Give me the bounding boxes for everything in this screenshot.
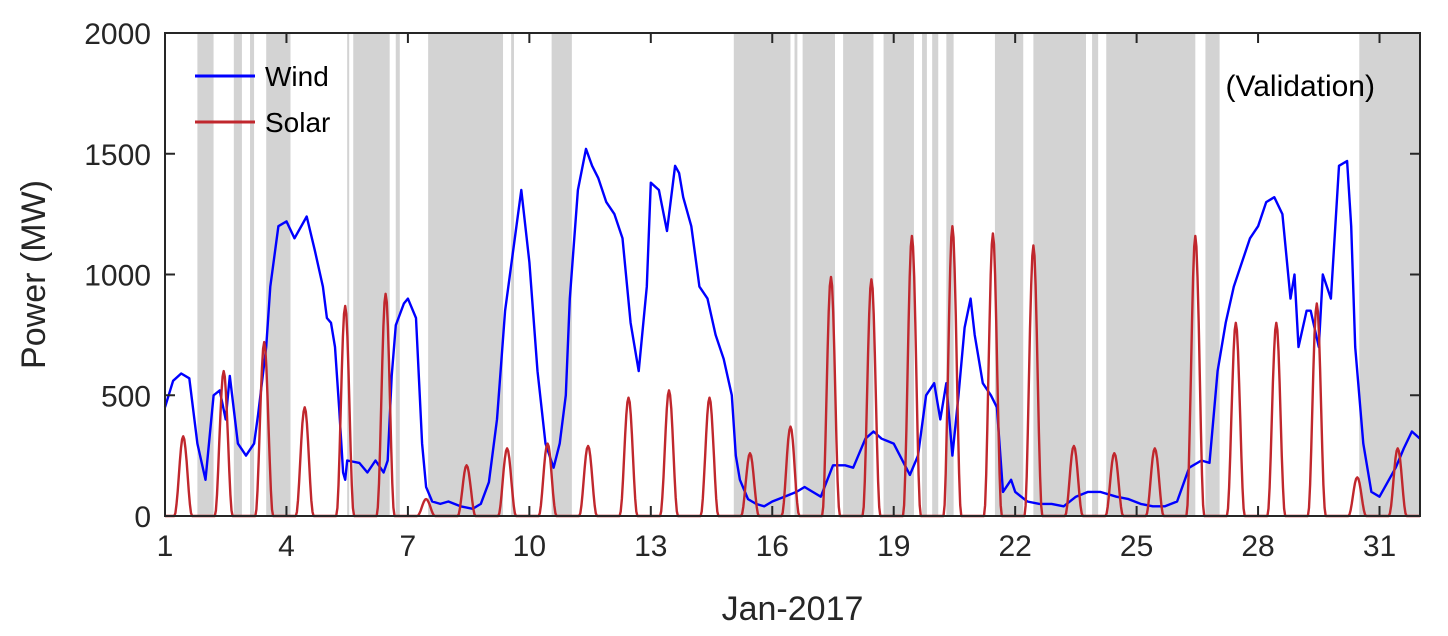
wind-series xyxy=(163,147,1421,510)
shaded-region xyxy=(794,33,798,516)
shaded-region xyxy=(843,33,874,516)
shaded-region xyxy=(197,33,214,516)
legend-wind-label: Wind xyxy=(265,61,329,92)
solar-line xyxy=(165,225,1420,518)
x-tick-label: 25 xyxy=(1120,530,1153,563)
shaded-region xyxy=(1205,33,1220,516)
x-axis: 1 4 7 10 13 16 19 22 25 28 31 xyxy=(157,33,1396,563)
shaded-region xyxy=(511,33,514,516)
wind-line xyxy=(163,147,1421,510)
shaded-region xyxy=(250,33,255,516)
shaded-region xyxy=(347,33,350,516)
shaded-region xyxy=(353,33,390,516)
x-tick-label: 28 xyxy=(1241,530,1274,563)
shaded-region xyxy=(1092,33,1099,516)
y-tick-label: 500 xyxy=(101,380,151,413)
x-tick-label: 13 xyxy=(634,530,667,563)
x-axis-label: Jan-2017 xyxy=(722,590,864,628)
solar-series xyxy=(165,225,1420,518)
shaded-region xyxy=(1106,33,1196,516)
legend: Wind Solar xyxy=(195,61,330,138)
shaded-region xyxy=(551,33,572,516)
y-tick-label: 2000 xyxy=(84,18,151,51)
shaded-region xyxy=(395,33,400,516)
shaded-region xyxy=(428,33,504,516)
validation-annotation: (Validation) xyxy=(1225,70,1375,103)
x-tick-label: 7 xyxy=(400,530,417,563)
x-tick-label: 31 xyxy=(1363,530,1396,563)
y-axis-label: Power (MW) xyxy=(15,180,53,369)
shaded-region xyxy=(233,33,242,516)
shaded-region xyxy=(932,33,939,516)
x-tick-label: 16 xyxy=(756,530,789,563)
y-tick-label: 1000 xyxy=(84,260,151,293)
y-axis: 0 500 1000 1500 2000 xyxy=(84,18,1420,534)
x-tick-label: 22 xyxy=(998,530,1031,563)
shaded-region xyxy=(733,33,791,516)
x-tick-label: 4 xyxy=(278,530,295,563)
y-tick-label: 0 xyxy=(134,501,151,534)
x-tick-label: 10 xyxy=(513,530,546,563)
shaded-region xyxy=(266,33,291,516)
y-tick-label: 1500 xyxy=(84,139,151,172)
x-tick-label: 1 xyxy=(157,530,174,563)
shaded-region xyxy=(922,33,927,516)
x-tick-label: 19 xyxy=(877,530,910,563)
shaded-region xyxy=(802,33,836,516)
legend-solar-label: Solar xyxy=(265,107,330,138)
shaded-region xyxy=(1033,33,1087,516)
